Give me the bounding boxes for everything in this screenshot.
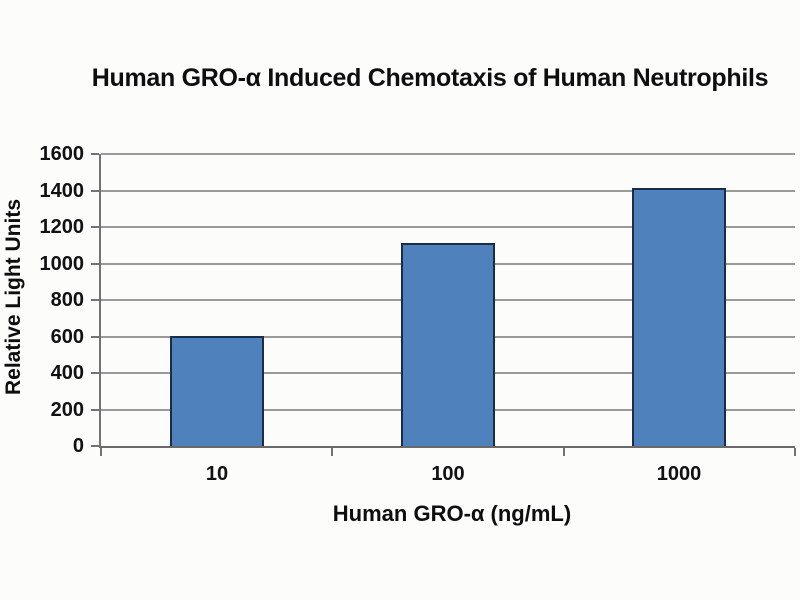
y-tick-mark (91, 372, 99, 374)
x-tick-mark (563, 448, 565, 456)
x-tick-label-1000: 1000 (656, 463, 702, 485)
plot-area (99, 153, 795, 448)
y-tick-label-400: 400 (50, 362, 84, 384)
y-tick-mark (91, 262, 99, 265)
y-tick-mark (91, 445, 99, 447)
y-tick-mark (91, 189, 99, 192)
y-tick-mark (91, 299, 99, 301)
y-tick-label-0: 0 (72, 435, 84, 457)
bar-10 (170, 336, 264, 446)
gridline-1200 (101, 226, 795, 228)
bar-1000 (632, 188, 726, 446)
y-tick-label-1200: 1200 (39, 216, 85, 238)
y-tick-label-800: 800 (50, 289, 84, 311)
y-tick-mark (91, 335, 99, 338)
y-tick-label-1000: 1000 (39, 252, 85, 275)
y-tick-label-1600: 1600 (39, 143, 85, 165)
y-tick-label-200: 200 (50, 398, 84, 421)
y-tick-mark (91, 408, 99, 411)
y-tick-mark (91, 153, 99, 155)
y-tick-mark (91, 226, 99, 228)
x-tick-mark (331, 448, 333, 456)
x-tick-label-10: 10 (205, 463, 229, 485)
y-tick-label-600: 600 (50, 325, 84, 348)
chart-title: Human GRO-α Induced Chemotaxis of Human … (91, 64, 769, 92)
x-tick-label-100: 100 (431, 463, 465, 485)
y-axis-title: Relative Light Units (2, 198, 25, 396)
bar-100 (401, 243, 495, 446)
x-tick-mark (100, 448, 102, 456)
gridline-1600 (101, 153, 795, 155)
x-axis-title: Human GRO-α (ng/mL) (332, 501, 572, 526)
y-tick-label-1400: 1400 (39, 179, 85, 202)
x-tick-mark (794, 448, 796, 456)
gridline-1400 (101, 189, 795, 192)
